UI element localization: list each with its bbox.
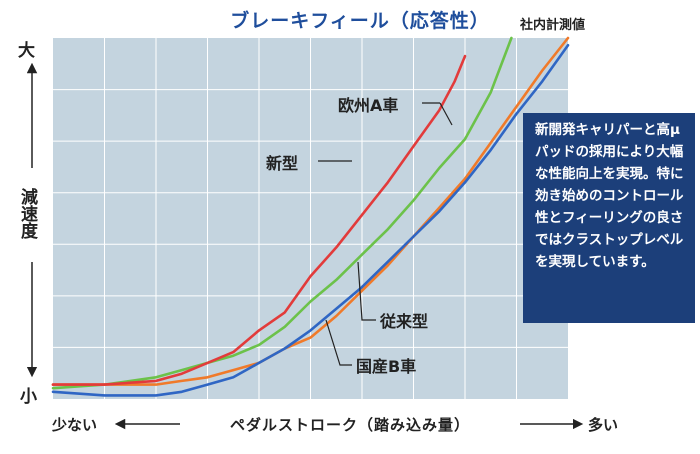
label-new: 新型 (266, 154, 299, 173)
leader-euro-a-2 (439, 102, 453, 126)
label-euro-a: 欧州A車 (338, 96, 399, 115)
y-high-label: 大 (18, 41, 35, 61)
y-axis-label: 減速度 (17, 188, 37, 239)
series-line-new (51, 54, 467, 386)
series-line-euro-a (51, 36, 513, 390)
x-low-label: 少ない (52, 416, 98, 434)
x-axis-label: ペダルストローク（踏み込み量） (229, 416, 470, 434)
chart-title: ブレーキフィール（応答性） (230, 10, 490, 32)
x-high-label: 多い (588, 416, 619, 434)
leader-domestic-b (325, 319, 352, 366)
label-old: 従来型 (380, 312, 429, 331)
grid-lines (53, 38, 568, 399)
leader-old (357, 261, 376, 321)
series-line-old (51, 43, 570, 397)
series-line-domestic-b (51, 36, 570, 386)
measurement-note: 社内計測値 (520, 18, 586, 33)
label-domestic-b: 国産B車 (356, 357, 417, 376)
callout-box: 新開発キャリパーと高μパッドの採用により大幅な性能向上を実現。特に効き始めのコン… (523, 113, 695, 323)
y-low-label: 小 (20, 387, 37, 407)
